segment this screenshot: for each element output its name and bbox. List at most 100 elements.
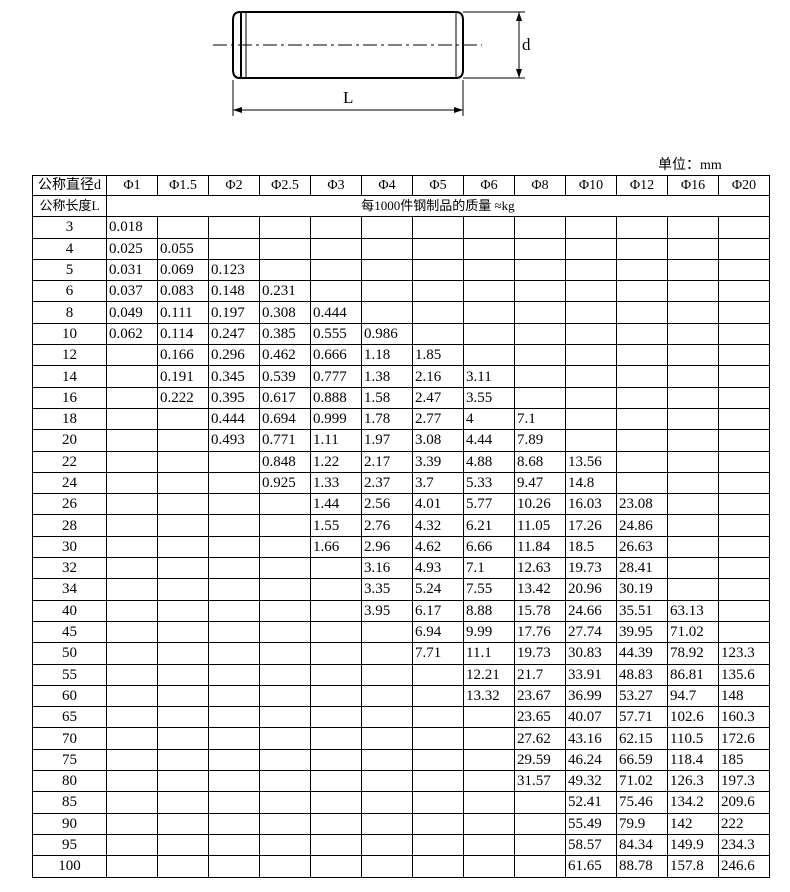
table-cell: 7.89 xyxy=(514,429,566,452)
table-cell xyxy=(208,578,260,601)
table-cell xyxy=(667,386,719,409)
table-cell xyxy=(208,216,260,239)
table-cell: 57.71 xyxy=(616,706,668,729)
table-cell: 0.539 xyxy=(259,365,311,388)
table-row: 32 3.16 4.93 7.1 12.63 19.73 28.41 xyxy=(32,557,770,580)
table-cell xyxy=(106,833,158,857)
table-cell: 18.5 xyxy=(565,535,617,559)
table-cell: 4.62 xyxy=(412,535,464,559)
table-cell: 246.6 xyxy=(718,855,770,878)
table-cell xyxy=(514,280,566,303)
table-cell: 0.462 xyxy=(259,344,311,367)
table-cell: 61.65 xyxy=(565,855,617,878)
header-cell: Φ10 xyxy=(565,175,617,196)
table-cell: 28.41 xyxy=(616,557,668,580)
header-cell: Φ1 xyxy=(106,175,158,196)
table-cell xyxy=(310,812,362,835)
table-cell: 8.68 xyxy=(514,450,566,473)
table-cell: 30.19 xyxy=(616,578,668,601)
table-cell: 11.84 xyxy=(514,535,566,559)
table-cell: 0.444 xyxy=(310,301,362,324)
table-cell xyxy=(718,493,770,516)
table-cell: 0.114 xyxy=(157,322,209,346)
table-cell xyxy=(208,599,260,622)
table-cell xyxy=(310,620,362,644)
table-cell xyxy=(616,407,668,431)
table-cell: 0.062 xyxy=(106,322,158,346)
table-cell: 0.083 xyxy=(157,280,209,303)
header-cell: Φ3 xyxy=(310,175,362,196)
table-row: 100 61.65 88.78 157.8 246.6 xyxy=(32,855,770,878)
table-cell: 94.7 xyxy=(667,684,719,708)
table-cell xyxy=(514,855,566,878)
table-cell xyxy=(616,258,668,282)
table-cell: 9.99 xyxy=(463,620,515,644)
table-cell xyxy=(106,663,158,686)
table-cell: 4 xyxy=(32,237,107,260)
table-cell: 0.444 xyxy=(208,407,260,431)
table-cell: 19.73 xyxy=(514,642,566,665)
table-cell: 18 xyxy=(32,407,107,431)
table-row: 4 0.025 0.055 xyxy=(32,237,770,260)
table-cell xyxy=(310,770,362,793)
table-cell: 1.97 xyxy=(361,429,413,452)
table-cell xyxy=(667,471,719,495)
table-cell xyxy=(157,535,209,559)
table-cell xyxy=(208,791,260,814)
table-cell xyxy=(106,791,158,814)
table-cell: 0.049 xyxy=(106,301,158,324)
table-cell xyxy=(514,322,566,346)
table-row: 80 31.57 49.32 71.02 126.3 197.3 xyxy=(32,770,770,793)
table-cell xyxy=(565,386,617,409)
table-cell: 0.925 xyxy=(259,471,311,495)
table-cell xyxy=(565,344,617,367)
table-cell xyxy=(310,216,362,239)
table-cell xyxy=(667,301,719,324)
table-cell xyxy=(718,450,770,473)
table-cell: 0.555 xyxy=(310,322,362,346)
table-cell: 172.6 xyxy=(718,727,770,750)
table-cell xyxy=(565,365,617,388)
table-cell xyxy=(157,216,209,239)
table-cell xyxy=(718,301,770,324)
table-cell xyxy=(412,727,464,750)
subheader-cell: 公称长度L xyxy=(32,194,107,218)
table-cell: 40 xyxy=(32,599,107,622)
table-cell: 160.3 xyxy=(718,706,770,729)
table-cell: 7.71 xyxy=(412,642,464,665)
table-cell: 0.999 xyxy=(310,407,362,431)
table-cell xyxy=(565,258,617,282)
table-cell: 1.44 xyxy=(310,493,362,516)
table-cell xyxy=(412,237,464,260)
table-cell: 13.32 xyxy=(463,684,515,708)
table-cell: 11.05 xyxy=(514,514,566,537)
table-cell xyxy=(361,855,413,878)
table-cell xyxy=(310,727,362,750)
table-cell: 30 xyxy=(32,535,107,559)
header-cell: Φ4 xyxy=(361,175,413,196)
table-cell: 6.66 xyxy=(463,535,515,559)
table-cell xyxy=(412,706,464,729)
table-cell xyxy=(157,833,209,857)
table-cell xyxy=(259,642,311,665)
table-cell xyxy=(361,280,413,303)
table-cell xyxy=(718,258,770,282)
table-row: 18 0.444 0.694 0.999 1.78 2.77 4 7.1 xyxy=(32,407,770,431)
table-cell xyxy=(208,514,260,537)
table-row: 12 0.166 0.296 0.462 0.666 1.18 1.85 xyxy=(32,344,770,367)
table-cell xyxy=(616,280,668,303)
table-cell: 58.57 xyxy=(565,833,617,857)
table-cell: 0.111 xyxy=(157,301,209,324)
table-cell: 31.57 xyxy=(514,770,566,793)
table-cell: 0.231 xyxy=(259,280,311,303)
table-cell xyxy=(208,642,260,665)
table-cell xyxy=(361,237,413,260)
table-cell: 27.62 xyxy=(514,727,566,750)
header-cell: Φ8 xyxy=(514,175,566,196)
table-cell xyxy=(259,663,311,686)
header-cell: Φ6 xyxy=(463,175,515,196)
table-cell: 8.88 xyxy=(463,599,515,622)
table-cell xyxy=(412,258,464,282)
table-cell: 26.63 xyxy=(616,535,668,559)
table-cell: 2.96 xyxy=(361,535,413,559)
